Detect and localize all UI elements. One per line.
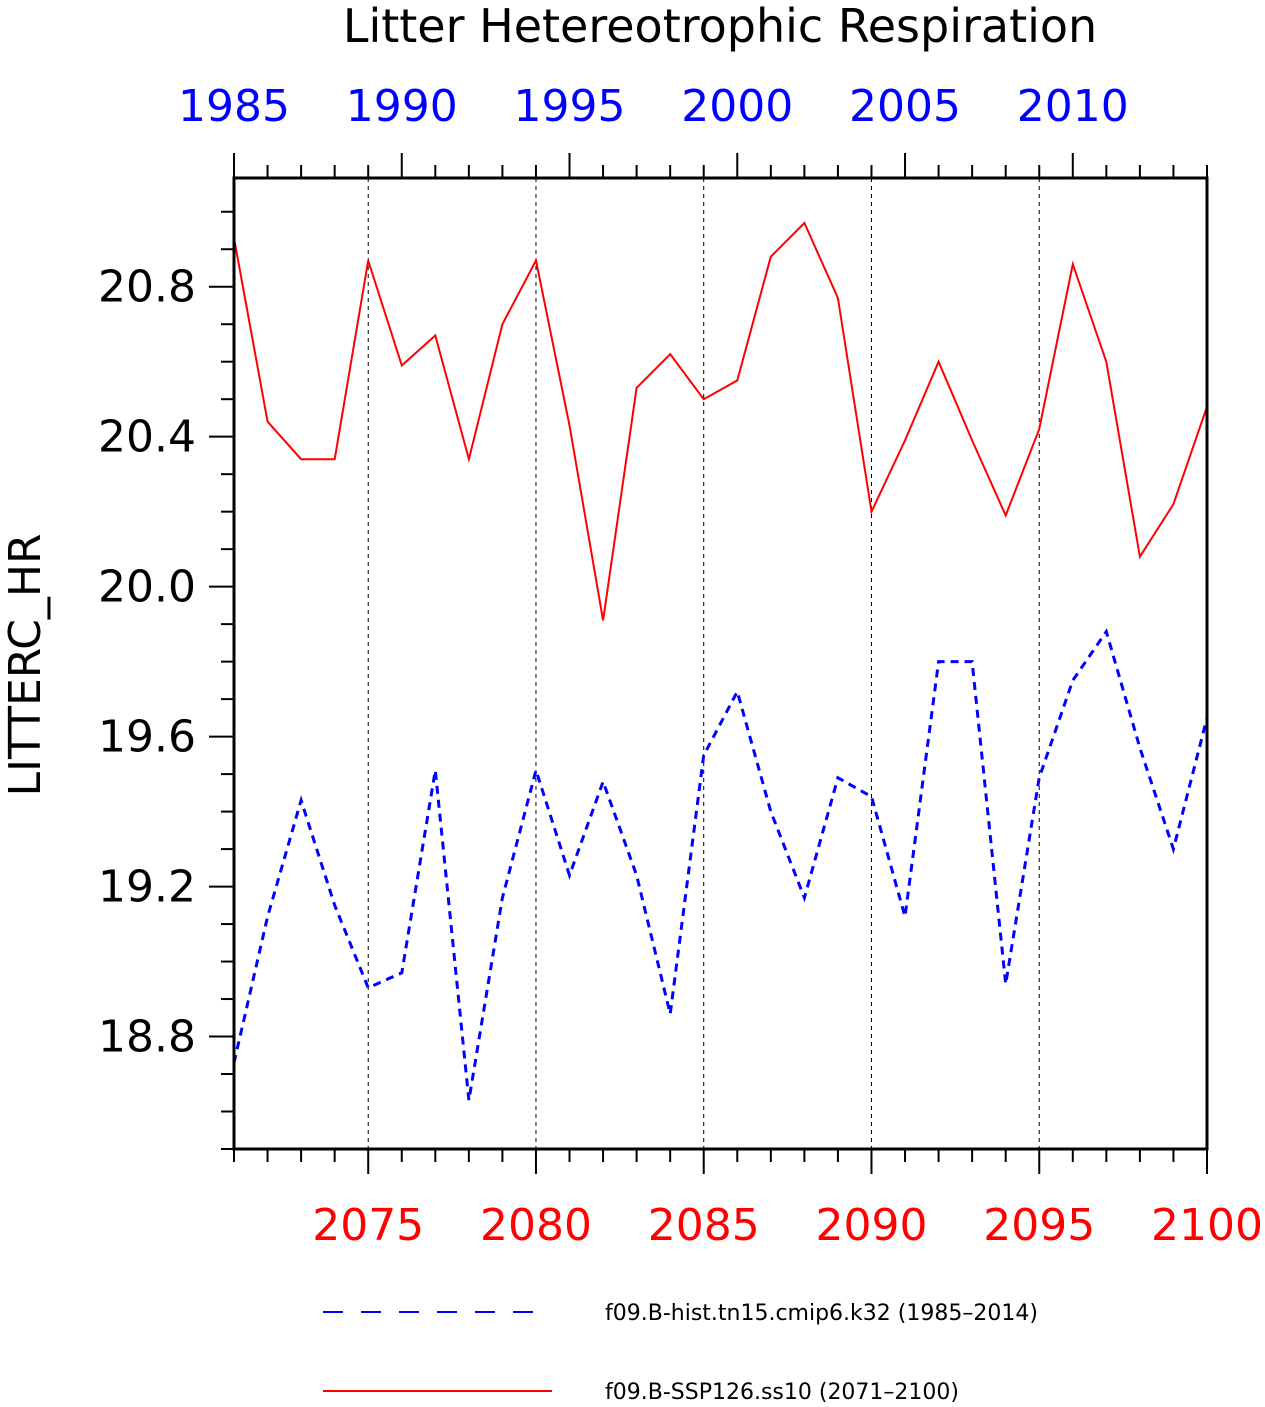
plot-frame [232, 176, 1209, 1151]
top-tick-label: 2000 [681, 81, 793, 132]
legend-label-hist: f09.B-hist.tn15.cmip6.k32 (1985–2014) [605, 1301, 1038, 1326]
top-tick-label: 1995 [514, 81, 626, 132]
series-line-hist [232, 628, 1209, 1101]
y-tick-label: 20.0 [98, 562, 196, 613]
y-axis-title: LITTERC_HR [0, 533, 51, 796]
legend: f09.B-hist.tn15.cmip6.k32 (1985–2014) f0… [323, 1301, 1038, 1405]
y-tick-label: 19.2 [98, 862, 196, 913]
axes: 2075 2080 2085 2090 2095 2100 1985 1990 1995 2000… [98, 81, 1263, 1251]
top-tick-label: 2010 [1017, 81, 1129, 132]
top-tick-label: 2005 [849, 81, 961, 132]
series-lines [232, 221, 1209, 1101]
bottom-tick-label: 2095 [983, 1200, 1095, 1251]
y-tick-label: 19.6 [98, 712, 196, 763]
top-tick-label: 1985 [178, 81, 290, 132]
y-tick-label: 20.4 [98, 412, 196, 463]
y-tick-label: 20.8 [98, 262, 196, 313]
y-tick-label: 18.8 [98, 1012, 196, 1063]
chart-title: Litter Hetereotrophic Respiration [343, 0, 1097, 53]
legend-label-ssp: f09.B-SSP126.ss10 (2071–2100) [605, 1380, 959, 1405]
bottom-tick-label: 2075 [312, 1200, 424, 1251]
bottom-tick-label: 2090 [815, 1200, 927, 1251]
bottom-tick-label: 2080 [480, 1200, 592, 1251]
bottom-tick-label: 2100 [1151, 1200, 1263, 1251]
series-line-ssp [233, 221, 1208, 621]
bottom-tick-label: 2085 [648, 1200, 760, 1251]
top-tick-label: 1990 [346, 81, 458, 132]
